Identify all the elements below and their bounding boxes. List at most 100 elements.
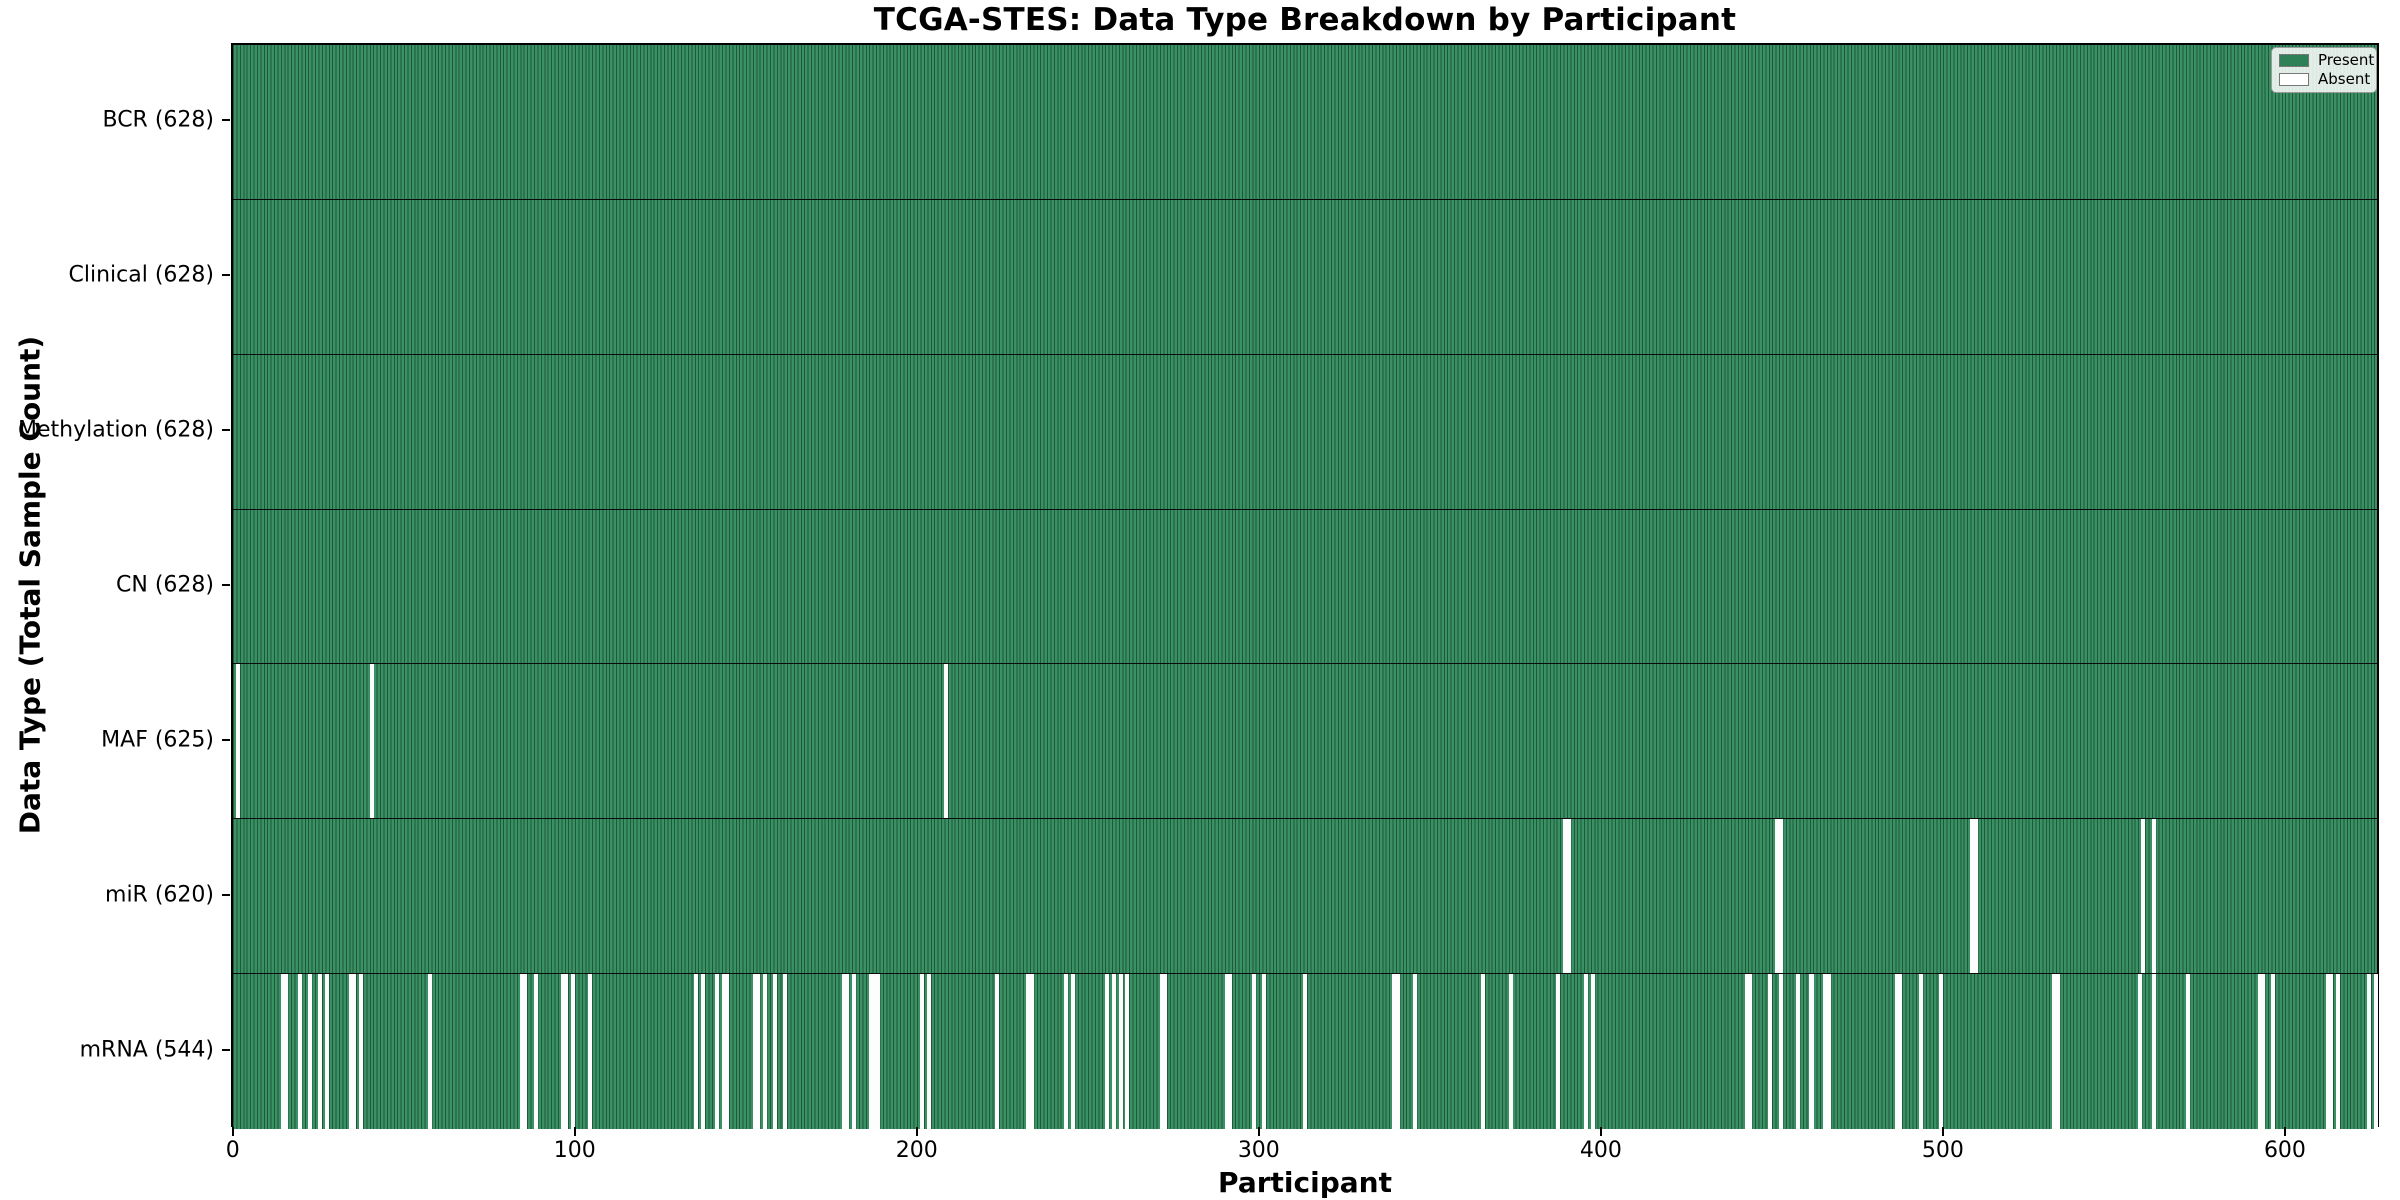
y-tick xyxy=(222,893,230,896)
absent-mark xyxy=(1583,974,1588,1129)
row-mrna xyxy=(233,974,2378,1129)
x-tick-label: 200 xyxy=(895,1138,938,1163)
absent-mark xyxy=(1918,974,1923,1129)
x-tick-label: 0 xyxy=(225,1138,240,1163)
absent-mark xyxy=(2185,974,2190,1129)
absent-mark xyxy=(1563,819,1568,974)
absent-mark xyxy=(995,974,1000,1129)
absent-mark xyxy=(694,974,699,1129)
absent-mark xyxy=(2271,974,2276,1129)
absent-mark xyxy=(1970,819,1975,974)
y-tick xyxy=(222,1048,230,1051)
absent-mark xyxy=(1412,974,1417,1129)
absent-mark xyxy=(1826,974,1831,1129)
absent-mark xyxy=(369,664,374,819)
absent-mark xyxy=(2373,974,2378,1129)
row-clinical xyxy=(233,199,2377,355)
absent-mark xyxy=(2052,974,2057,1129)
absent-mark xyxy=(1063,974,1068,1129)
absent-mark xyxy=(1809,974,1814,1129)
absent-mark xyxy=(1303,974,1308,1129)
absent-mark xyxy=(1224,974,1229,1129)
legend-item-absent: Absent xyxy=(2279,70,2371,88)
absent-mark xyxy=(1939,974,1944,1129)
absent-mark xyxy=(714,974,719,1129)
x-tick-label: 600 xyxy=(2263,1138,2306,1163)
absent-mark xyxy=(783,974,788,1129)
absent-mark xyxy=(1778,974,1783,1129)
absent-mark xyxy=(359,974,364,1129)
absent-mark xyxy=(944,664,949,819)
legend-swatch-present xyxy=(2279,54,2309,67)
absent-mark xyxy=(1898,974,1903,1129)
y-tick-label-methylation: Methylation (628) xyxy=(18,417,214,443)
absent-mark xyxy=(325,974,330,1129)
absent-mark xyxy=(868,974,873,1129)
y-tick xyxy=(222,119,230,122)
absent-mark xyxy=(2151,819,2156,974)
x-tick xyxy=(1599,1127,1602,1136)
legend-swatch-absent xyxy=(2279,73,2309,86)
x-tick xyxy=(231,1127,234,1136)
absent-mark xyxy=(1778,819,1783,974)
row-cn xyxy=(233,509,2377,665)
x-tick-label: 100 xyxy=(553,1138,596,1163)
absent-mark xyxy=(762,974,767,1129)
absent-mark xyxy=(1744,974,1749,1129)
absent-mark xyxy=(2151,974,2156,1129)
absent-mark xyxy=(571,974,576,1129)
row-maf xyxy=(233,664,2377,820)
absent-mark xyxy=(2260,974,2265,1129)
x-tick xyxy=(1941,1127,1944,1136)
absent-mark xyxy=(1768,974,1773,1129)
absent-mark xyxy=(844,974,849,1129)
y-tick-label-clinical: Clinical (628) xyxy=(68,262,214,288)
absent-mark xyxy=(1823,974,1828,1129)
absent-mark xyxy=(2329,974,2334,1129)
row-bcr xyxy=(233,45,2377,200)
row-mir xyxy=(233,819,2377,975)
absent-mark xyxy=(1111,974,1116,1129)
absent-mark xyxy=(752,974,757,1129)
absent-mark xyxy=(927,974,932,1129)
legend: Present Absent xyxy=(2271,47,2377,93)
legend-item-present: Present xyxy=(2279,53,2374,68)
absent-mark xyxy=(280,974,285,1129)
absent-mark xyxy=(2336,974,2341,1129)
absent-mark xyxy=(1118,974,1123,1129)
absent-mark xyxy=(725,974,730,1129)
x-tick xyxy=(573,1127,576,1136)
legend-label: Absent xyxy=(2318,70,2371,88)
absent-mark xyxy=(2257,974,2262,1129)
x-tick xyxy=(915,1127,918,1136)
absent-mark xyxy=(1556,974,1561,1129)
absent-mark xyxy=(1029,974,1034,1129)
absent-mark xyxy=(523,974,528,1129)
absent-mark xyxy=(2367,974,2372,1129)
absent-mark xyxy=(1775,819,1780,974)
y-tick xyxy=(222,584,230,586)
absent-mark xyxy=(1026,974,1031,1129)
absent-mark xyxy=(352,974,357,1129)
x-tick-label: 500 xyxy=(1921,1138,1964,1163)
x-tick xyxy=(1257,1127,1260,1136)
y-tick-label-cn: CN (628) xyxy=(116,572,214,598)
absent-mark xyxy=(1104,974,1109,1129)
absent-mark xyxy=(564,974,569,1129)
absent-mark xyxy=(1895,974,1900,1129)
absent-mark xyxy=(1125,974,1130,1129)
absent-mark xyxy=(701,974,706,1129)
chart-title: TCGA-STES: Data Type Breakdown by Partic… xyxy=(873,2,1737,38)
absent-mark xyxy=(1481,974,1486,1129)
absent-mark xyxy=(297,974,302,1129)
y-tick xyxy=(222,429,230,432)
absent-mark xyxy=(561,974,566,1129)
absent-mark xyxy=(1251,974,1256,1129)
absent-mark xyxy=(1262,974,1267,1129)
absent-mark xyxy=(427,974,432,1129)
absent-mark xyxy=(841,974,846,1129)
absent-mark xyxy=(1590,974,1595,1129)
absent-mark xyxy=(1070,974,1075,1129)
absent-mark xyxy=(2325,974,2330,1129)
